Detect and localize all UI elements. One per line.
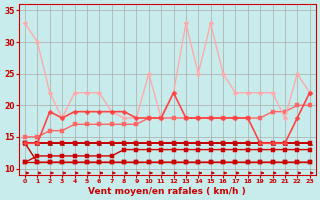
X-axis label: Vent moyen/en rafales ( km/h ): Vent moyen/en rafales ( km/h ) (88, 187, 246, 196)
